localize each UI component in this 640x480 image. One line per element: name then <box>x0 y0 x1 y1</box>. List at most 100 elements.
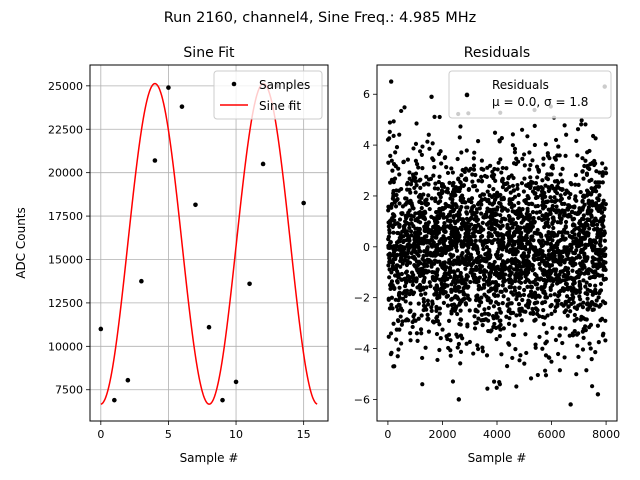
residual-point <box>574 290 579 295</box>
residual-point <box>581 300 586 305</box>
residual-point <box>420 256 425 262</box>
residual-point <box>596 184 602 189</box>
residual-point <box>408 190 413 195</box>
residual-point <box>530 234 535 239</box>
residual-point <box>514 156 519 161</box>
residual-point <box>541 162 546 167</box>
residual-point <box>487 184 492 189</box>
residual-point <box>571 300 576 305</box>
residual-point <box>499 204 504 210</box>
residual-point <box>523 183 529 188</box>
residual-point <box>505 208 510 213</box>
residual-point <box>475 343 480 348</box>
residual-point <box>512 260 517 265</box>
residual-point <box>388 244 393 249</box>
residual-point <box>484 222 490 227</box>
residual-point <box>411 314 416 319</box>
residual-point <box>596 340 601 345</box>
residual-point <box>501 326 506 331</box>
residual-point <box>457 302 462 307</box>
residual-point <box>482 282 487 287</box>
residual-point <box>402 226 407 231</box>
residual-point <box>419 152 424 158</box>
residual-point <box>570 209 575 214</box>
residual-point <box>454 213 459 218</box>
residual-point <box>412 262 417 268</box>
residual-point <box>462 296 467 301</box>
sample-point <box>139 278 144 284</box>
residual-point <box>509 301 514 306</box>
residual-point <box>397 285 402 290</box>
residual-point <box>590 384 595 389</box>
residual-point <box>516 259 522 265</box>
residual-point <box>588 268 594 273</box>
residual-point <box>437 206 442 212</box>
residual-point <box>560 201 565 207</box>
residual-point <box>397 132 402 137</box>
residual-point <box>523 332 528 337</box>
residual-point <box>420 355 425 361</box>
residual-point <box>545 220 550 225</box>
residual-point <box>458 207 463 212</box>
residual-point <box>568 248 573 253</box>
residual-point <box>455 295 460 300</box>
residual-point <box>555 220 560 225</box>
residual-point <box>595 323 601 328</box>
residuals-legend-box <box>448 70 612 119</box>
residual-point <box>497 200 502 206</box>
residual-point <box>558 279 563 284</box>
residual-point <box>442 221 447 226</box>
residual-point <box>550 325 555 330</box>
residual-point <box>576 354 581 360</box>
residual-point <box>432 165 437 170</box>
residual-point <box>391 133 396 139</box>
residual-point <box>522 244 528 250</box>
residual-point <box>417 199 422 204</box>
residual-point <box>548 241 553 247</box>
residual-point <box>549 311 554 316</box>
residual-point <box>424 285 429 290</box>
residual-point <box>551 225 556 231</box>
residual-point <box>563 300 568 305</box>
residual-point <box>589 214 594 219</box>
residual-point <box>568 214 573 219</box>
residual-point <box>527 215 533 220</box>
residual-point <box>544 200 549 205</box>
residual-point <box>581 176 586 181</box>
residual-point <box>487 271 493 276</box>
residual-point <box>398 264 403 269</box>
residual-point <box>566 203 571 208</box>
residual-point <box>410 291 416 297</box>
sine-fit-plot-area <box>98 82 318 405</box>
residual-point <box>539 285 544 290</box>
residual-point <box>406 199 411 204</box>
residual-point <box>500 235 505 240</box>
residual-point <box>499 208 505 213</box>
residual-point <box>438 336 443 341</box>
residual-point <box>474 320 479 325</box>
residual-outlier-point <box>388 79 394 84</box>
residual-point <box>601 198 606 203</box>
residual-point <box>460 336 465 341</box>
residual-point <box>581 213 586 218</box>
residual-point <box>386 334 391 339</box>
residual-point <box>392 213 397 219</box>
residual-point <box>532 142 537 148</box>
residual-point <box>462 169 467 175</box>
sample-point <box>220 397 225 403</box>
residual-point <box>478 300 484 305</box>
residual-point <box>411 248 416 253</box>
residual-point <box>525 134 530 139</box>
residual-point <box>497 256 503 261</box>
residual-point <box>393 164 398 169</box>
residual-point <box>590 255 595 260</box>
residual-point <box>434 306 439 311</box>
residual-point <box>540 243 546 248</box>
residual-point <box>413 190 418 195</box>
residual-point <box>564 132 569 137</box>
residual-point <box>533 282 538 287</box>
residual-point <box>529 263 535 268</box>
residual-point <box>589 192 594 197</box>
sine-fit-chart: Sine Fit 0 5 10 15 7500 10000 12500 15000 17500… <box>14 45 329 465</box>
residual-point <box>428 253 433 258</box>
